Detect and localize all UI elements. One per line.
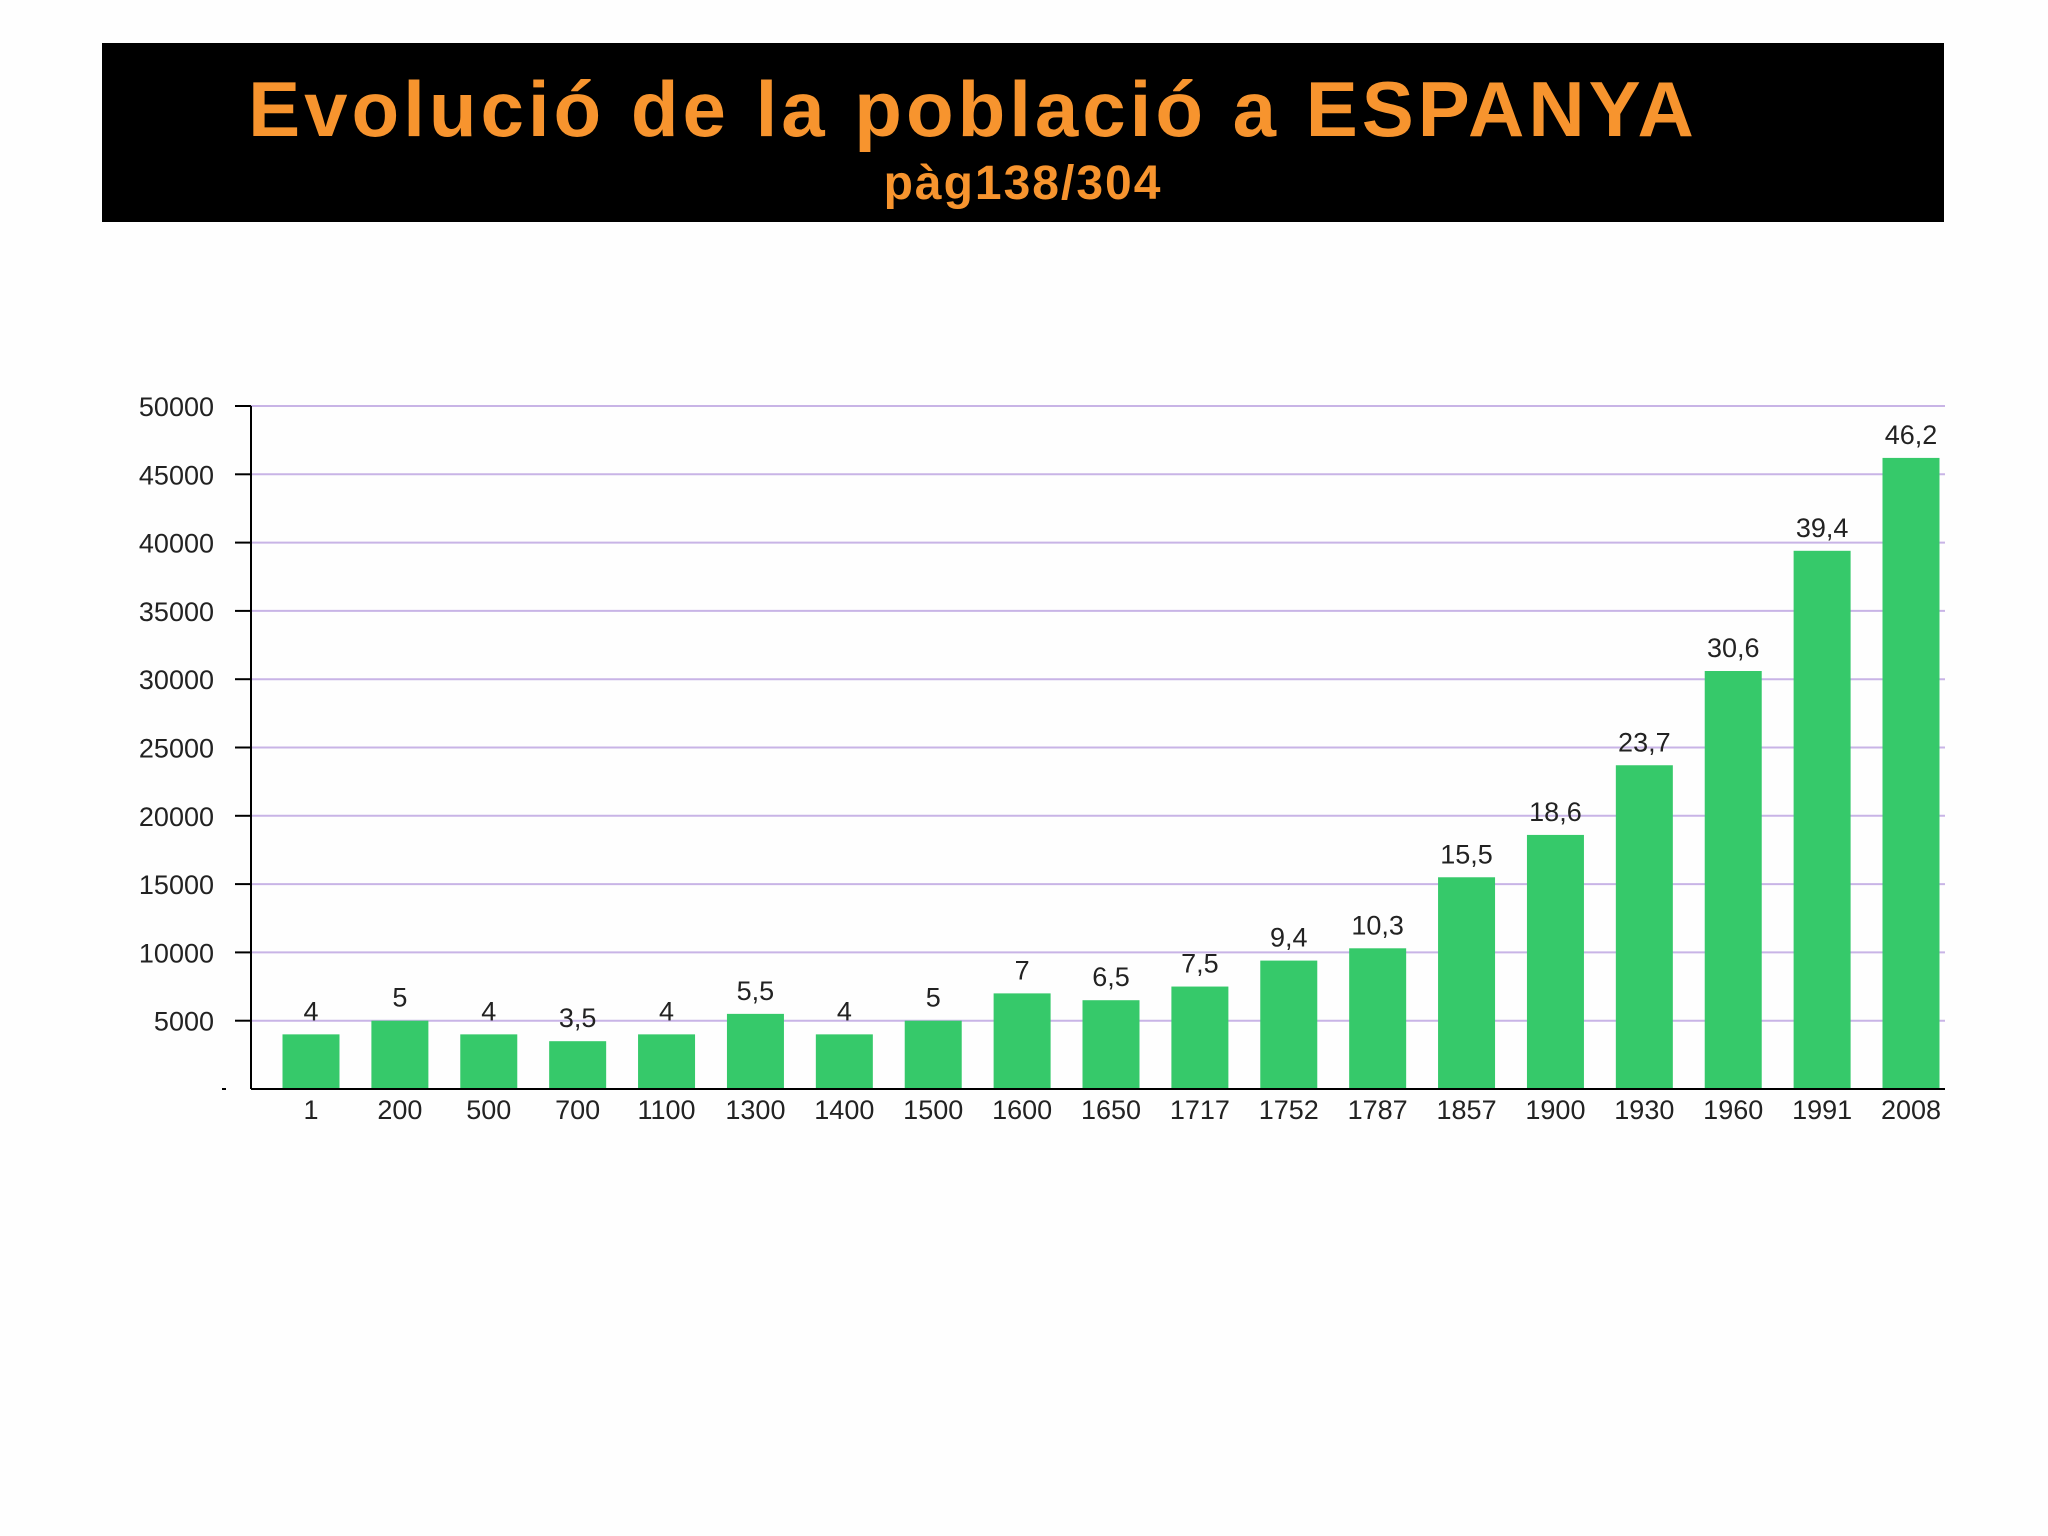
bar <box>726 1013 784 1089</box>
slide-title: Evolució de la població a ESPANYA <box>248 65 1698 153</box>
x-tick-label: 2008 <box>1881 1095 1941 1125</box>
y-tick-label: 30000 <box>139 665 214 695</box>
y-tick-label: 15000 <box>139 870 214 900</box>
data-label: 5,5 <box>737 976 775 1006</box>
x-tick-label: 1600 <box>992 1095 1052 1125</box>
x-tick-label: 1991 <box>1792 1095 1852 1125</box>
y-tick-label: 5000 <box>154 1007 214 1037</box>
bar <box>549 1041 607 1089</box>
data-label: 4 <box>659 996 674 1026</box>
data-label: 4 <box>837 996 852 1026</box>
x-tick-label: 1400 <box>814 1095 874 1125</box>
bar <box>993 993 1051 1089</box>
x-tick-label: 1752 <box>1259 1095 1319 1125</box>
data-label: 5 <box>926 983 941 1013</box>
data-label: 7 <box>1015 955 1030 985</box>
data-label: 18,6 <box>1529 797 1582 827</box>
bar <box>1704 671 1762 1089</box>
x-tick-label: 700 <box>555 1095 600 1125</box>
y-tick-label: 20000 <box>139 802 214 832</box>
y-tick-label: 25000 <box>139 734 214 764</box>
y-tick-label: 35000 <box>139 597 214 627</box>
data-label: 7,5 <box>1181 949 1219 979</box>
labels: 5000 10000 15000 20000 25000 30000 35000 40000 4… <box>139 392 1941 1125</box>
bar <box>1260 960 1318 1089</box>
data-label: 30,6 <box>1707 633 1760 663</box>
bars <box>282 457 1940 1090</box>
bar <box>1349 948 1407 1089</box>
x-tick-label: 1650 <box>1081 1095 1141 1125</box>
bar <box>371 1020 429 1089</box>
bar <box>1793 550 1851 1089</box>
y-tick-label: 40000 <box>139 529 214 559</box>
y-tick-label: 45000 <box>139 460 214 490</box>
bar <box>1615 765 1673 1089</box>
data-label: 4 <box>481 996 496 1026</box>
data-label: 15,5 <box>1440 839 1493 869</box>
x-tick-label: 1 <box>303 1095 318 1125</box>
gridlines <box>251 405 1945 1022</box>
x-tick-label: 1100 <box>638 1095 696 1125</box>
bar <box>1526 834 1584 1089</box>
x-tick-label: 1900 <box>1525 1095 1585 1125</box>
data-label: 9,4 <box>1270 923 1308 953</box>
x-tick-label: 1960 <box>1703 1095 1763 1125</box>
bar <box>815 1034 873 1089</box>
bar <box>1171 986 1229 1089</box>
bar <box>460 1034 518 1089</box>
data-label: 46,2 <box>1885 420 1938 450</box>
x-tick-label: 1857 <box>1437 1095 1497 1125</box>
bar <box>904 1020 962 1089</box>
data-label: 4 <box>303 996 318 1026</box>
data-label: 6,5 <box>1092 962 1130 992</box>
title-bar: Evolució de la població a ESPANYA pàg138… <box>102 43 1944 222</box>
y-tick-label: 10000 <box>139 938 214 968</box>
x-tick-label: 1717 <box>1170 1095 1230 1125</box>
x-tick-label: 1787 <box>1348 1095 1408 1125</box>
y-tick-label: 50000 <box>139 392 214 422</box>
x-tick-label: 500 <box>466 1095 511 1125</box>
slide-subtitle: pàg138/304 <box>883 157 1163 210</box>
axes <box>222 405 1945 1090</box>
bar <box>1082 1000 1140 1089</box>
bar <box>1882 457 1940 1090</box>
x-tick-label: 200 <box>377 1095 422 1125</box>
data-label: 3,5 <box>559 1003 597 1033</box>
data-label: 10,3 <box>1351 910 1404 940</box>
x-tick-label: 1930 <box>1614 1095 1674 1125</box>
data-label: 5 <box>392 983 407 1013</box>
bar <box>638 1034 696 1089</box>
data-label: 23,7 <box>1618 727 1671 757</box>
bar <box>282 1034 340 1089</box>
x-tick-label: 1500 <box>903 1095 963 1125</box>
x-tick-label: 1300 <box>725 1095 785 1125</box>
bar <box>1438 877 1496 1089</box>
data-label: 39,4 <box>1796 513 1849 543</box>
